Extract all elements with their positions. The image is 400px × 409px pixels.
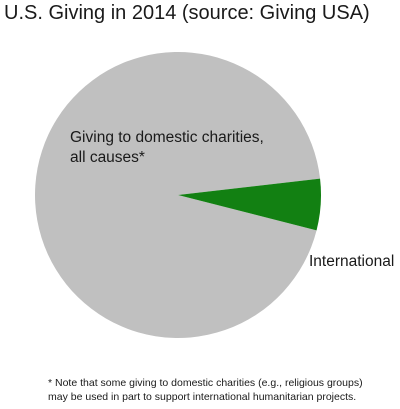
slice-label-domestic-line-2: all causes*	[70, 149, 145, 166]
pie-slice-international	[178, 178, 322, 231]
chart-title: U.S. Giving in 2014 (source: Giving USA)	[4, 2, 370, 24]
slice-label-domestic-line-1: Giving to domestic charities,	[70, 129, 264, 146]
footnote: * Note that some giving to domestic char…	[48, 377, 396, 404]
footnote-line-2: may be used in part to support internati…	[48, 390, 357, 403]
footnote-line-1: * Note that some giving to domestic char…	[48, 377, 363, 389]
pie-slice-domestic	[35, 51, 321, 338]
slice-label-international: International	[309, 253, 395, 270]
slice-label-domestic: Giving to domestic charities, all causes…	[70, 128, 264, 168]
